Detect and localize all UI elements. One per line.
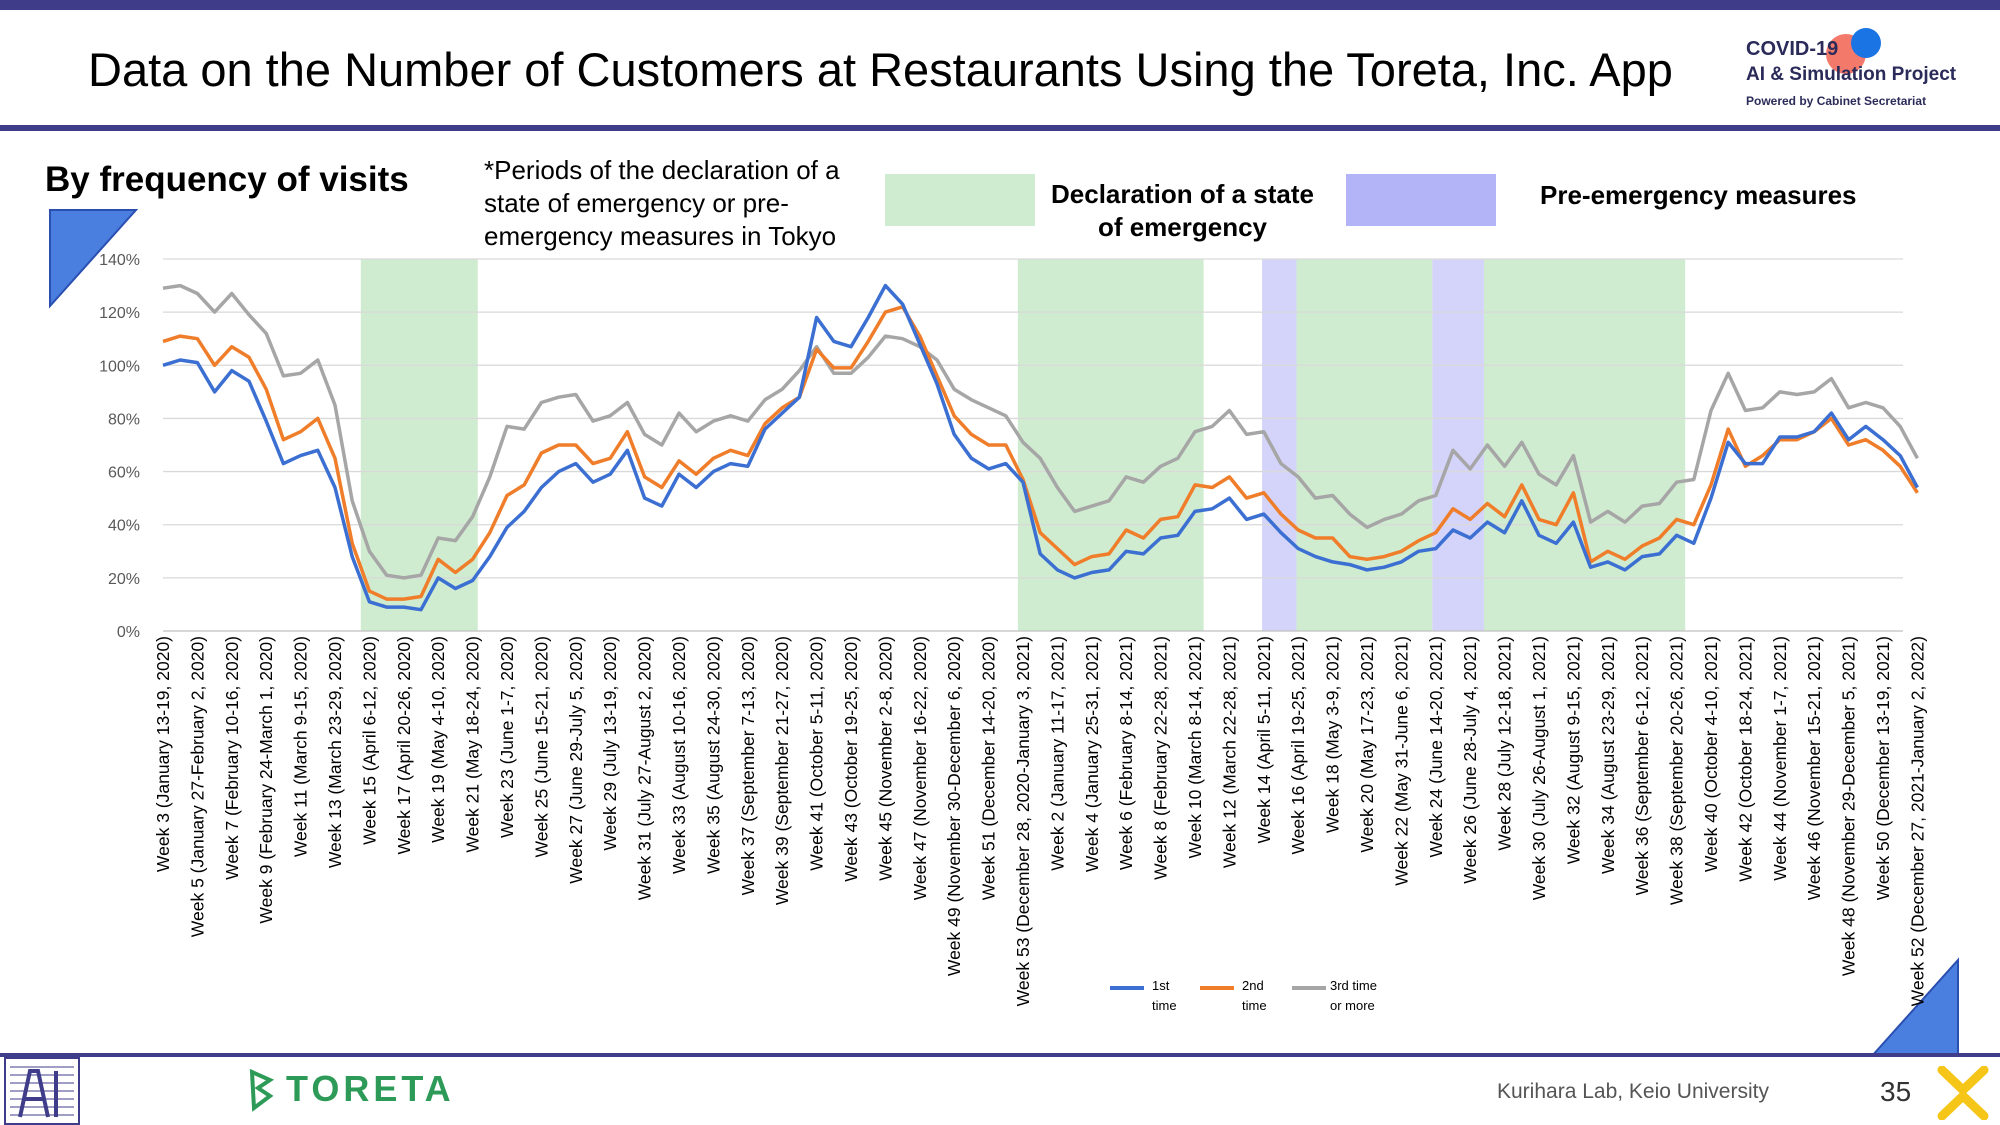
series-line-2nd-time	[162, 305, 1919, 601]
emergency-band-3	[1296, 259, 1433, 631]
emergency-band-5	[1483, 259, 1686, 631]
legend-label-line2: time	[1242, 998, 1267, 1013]
x-tick-label: Week 47 (November 16-22, 2020)	[910, 636, 930, 900]
x-tick-label: Week 18 (May 3-9, 2021)	[1323, 636, 1343, 833]
x-tick-label: Week 7 (February 10-16, 2020)	[222, 636, 242, 880]
x-tick-label: Week 46 (November 15-21, 2021)	[1804, 636, 1824, 900]
x-tick-label: Week 5 (January 27-February 2, 2020)	[187, 636, 207, 937]
y-tick-label: 80%	[108, 411, 140, 428]
page-number: 35	[1880, 1076, 1912, 1107]
emergency-legend-swatch	[885, 174, 1035, 226]
ai-lab-logo	[4, 1057, 80, 1125]
x-tick-label: Week 41 (October 5-11, 2020)	[807, 636, 827, 871]
x-tick-label: Week 24 (June 14-20, 2021)	[1426, 636, 1446, 857]
x-tick-label: Week 13 (March 23-29, 2020)	[325, 636, 345, 868]
covid-project-logo: COVID-19 AI & Simulation Project Powered…	[1746, 28, 1986, 114]
toreta-icon	[249, 1068, 274, 1112]
x-tick-label: Week 39 (September 21-27, 2020)	[772, 636, 792, 905]
y-tick-label: 120%	[99, 305, 140, 322]
legend-label-line2: time	[1152, 998, 1177, 1013]
x-tick-label: Week 31 (July 27-August 2, 2020)	[635, 636, 655, 900]
x-tick-label: Week 6 (February 8-14, 2021)	[1116, 636, 1136, 870]
x-tick-label: Week 40 (October 4-10, 2021)	[1701, 636, 1721, 872]
x-tick-label: Week 10 (March 8-14, 2021)	[1185, 636, 1205, 858]
x-tick-label: Week 29 (July 13-19, 2020)	[600, 636, 620, 851]
x-tick-label: Week 9 (February 24-March 1, 2020)	[256, 636, 276, 924]
x-tick-label: Week 34 (August 23-29, 2021)	[1598, 636, 1618, 874]
x-tick-label: Week 43 (October 19-25, 2020)	[841, 636, 861, 882]
x-tick-label: Week 44 (November 1-7, 2021)	[1770, 636, 1790, 881]
x-tick-label: Week 48 (November 29-December 5, 2021)	[1839, 636, 1859, 976]
x-tick-label: Week 45 (November 2-8, 2020)	[875, 636, 895, 881]
emergency-band-1	[1017, 259, 1204, 631]
x-tick-label: Week 11 (March 9-15, 2020)	[291, 636, 311, 857]
x-tick-label: Week 25 (June 15-21, 2020)	[531, 636, 551, 857]
x-tick-label: Week 27 (June 29-July 5, 2020)	[566, 636, 586, 884]
x-tick-label: Week 50 (December 13-19, 2021)	[1873, 636, 1893, 900]
y-tick-label: 40%	[108, 518, 140, 535]
x-tick-label: Week 36 (September 6-12, 2021)	[1632, 636, 1652, 895]
y-tick-label: 60%	[108, 465, 140, 482]
x-tick-label: Week 26 (June 28-July 4, 2021)	[1460, 636, 1480, 884]
x-tick-label: Week 49 (November 30-December 6, 2020)	[944, 636, 964, 976]
pre-emergency-band-2	[1262, 259, 1297, 631]
y-tick-label: 0%	[117, 624, 140, 641]
x-tick-label: Week 8 (February 22-28, 2021)	[1151, 636, 1171, 880]
legend-label-line1: 1st	[1152, 978, 1170, 993]
logo-line-3: Powered by Cabinet Secretariat	[1746, 94, 1927, 108]
x-tick-label: Week 51 (December 14-20, 2020)	[979, 636, 999, 900]
emergency-legend-label: Declaration of a state of emergency	[1051, 179, 1314, 242]
header-divider	[0, 125, 2000, 131]
x-tick-label: Week 33 (August 10-16, 2020)	[669, 636, 689, 874]
toreta-logo: TORETA	[286, 1068, 455, 1109]
x-tick-label: Week 2 (January 11-17, 2021)	[1047, 636, 1067, 871]
x-tick-label: Week 23 (June 1-7, 2020)	[497, 636, 517, 838]
x-tick-label: Week 3 (January 13-19, 2020)	[153, 636, 173, 872]
page-title: Data on the Number of Customers at Resta…	[88, 43, 1673, 96]
x-tick-label: Week 35 (August 24-30, 2020)	[703, 636, 723, 874]
x-tick-label: Week 19 (May 4-10, 2020)	[428, 636, 448, 843]
x-tick-label: Week 37 (September 7-13, 2020)	[738, 636, 758, 895]
corner-decoration-top-left	[49, 209, 139, 309]
top-accent-bar	[0, 0, 2000, 10]
logo-blue-circle	[1851, 28, 1881, 58]
period-note: *Periods of the declaration of a state o…	[484, 155, 840, 251]
lab-credit: Kurihara Lab, Keio University	[1497, 1080, 1769, 1103]
series-line-3rd-time-or-more	[162, 283, 1919, 580]
footer-divider	[0, 1053, 2000, 1057]
x-tick-label: Week 17 (April 20-26, 2020)	[394, 636, 414, 855]
legend-label-line1: 3rd time	[1330, 978, 1377, 993]
legend-label-line2: or more	[1330, 998, 1375, 1013]
x-tick-label: Week 16 (April 19-25, 2021)	[1288, 636, 1308, 855]
pre-emergency-band-4	[1432, 259, 1484, 631]
x-tick-label: Week 30 (July 26-August 1, 2021)	[1529, 636, 1549, 900]
series-line-1st-time	[162, 283, 1919, 612]
x-tick-label: Week 53 (December 28, 2020-January 3, 20…	[1013, 636, 1033, 1006]
slide-subtitle: By frequency of visits	[45, 160, 409, 199]
x-tick-label: Week 22 (May 31-June 6, 2021)	[1391, 636, 1411, 886]
y-tick-label: 140%	[99, 252, 140, 269]
x-tick-label: Week 14 (April 5-11, 2021)	[1254, 636, 1274, 844]
pre-emergency-legend-label: Pre-emergency measures	[1540, 180, 1857, 210]
x-tick-label: Week 15 (April 6-12, 2020)	[359, 636, 379, 845]
legend-label-line1: 2nd	[1242, 978, 1264, 993]
x-logo-icon	[1937, 1066, 1989, 1120]
x-tick-label: Week 28 (July 12-18, 2021)	[1495, 636, 1515, 851]
pre-emergency-legend-swatch	[1346, 174, 1496, 226]
logo-line-2: AI & Simulation Project	[1746, 64, 1957, 85]
x-tick-label: Week 12 (March 22-28, 2021)	[1219, 636, 1239, 868]
x-tick-label: Week 4 (January 25-31, 2021)	[1082, 636, 1102, 872]
x-tick-label: Week 21 (May 18-24, 2020)	[463, 636, 483, 853]
x-tick-label: Week 32 (August 9-15, 2021)	[1563, 636, 1583, 864]
logo-line-1: COVID-19	[1746, 38, 1839, 60]
x-tick-label: Week 42 (October 18-24, 2021)	[1735, 636, 1755, 882]
y-tick-label: 20%	[108, 571, 140, 588]
x-tick-label: Week 52 (December 27, 2021-January 2, 20…	[1907, 636, 1927, 1006]
x-tick-label: Week 20 (May 17-23, 2021)	[1357, 636, 1377, 853]
y-tick-label: 100%	[99, 358, 140, 375]
x-tick-label: Week 38 (September 20-26, 2021)	[1667, 636, 1687, 905]
